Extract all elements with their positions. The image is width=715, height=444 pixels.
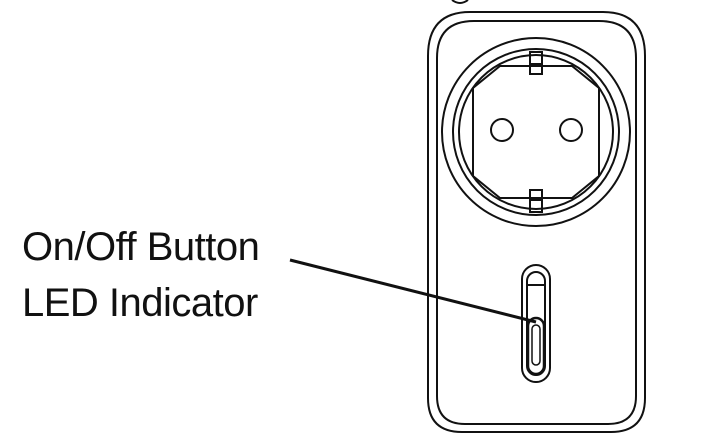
pin-hole-left: [490, 118, 514, 142]
label-onoff-button: On/Off Button: [22, 225, 260, 269]
top-crop-mark: [451, 0, 469, 4]
socket-face: [472, 65, 600, 199]
pin-hole-right: [559, 118, 583, 142]
plug-housing-inner: [436, 20, 637, 425]
onoff-button: [526, 316, 546, 376]
socket-ring-2: [452, 48, 620, 216]
led-indicator: [531, 324, 541, 366]
socket-outer-ring: [441, 37, 631, 227]
button-slot-outer: [521, 264, 551, 383]
plug-housing-outer: [427, 11, 646, 433]
socket-ring-3: [458, 54, 614, 210]
leader-line: [289, 258, 537, 324]
label-led-indicator: LED Indicator: [22, 281, 258, 325]
